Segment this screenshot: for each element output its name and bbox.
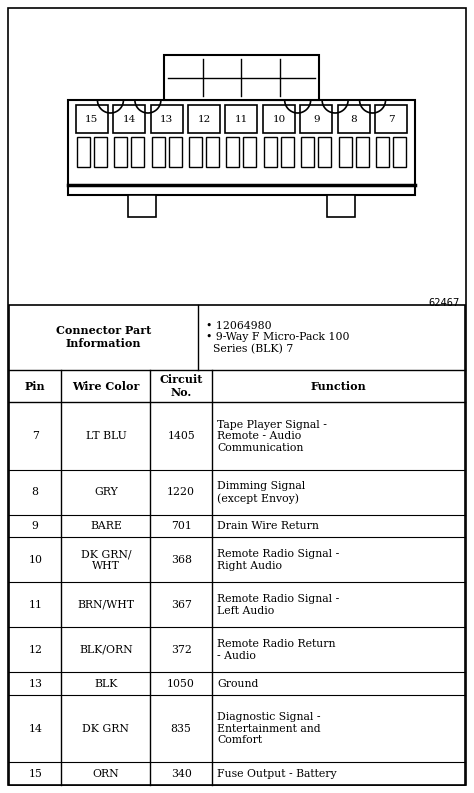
Text: 14: 14	[28, 724, 42, 734]
Text: 1405: 1405	[167, 431, 195, 441]
Bar	[281, 137, 294, 167]
Text: LT BLU: LT BLU	[85, 431, 126, 441]
Text: Function: Function	[310, 381, 366, 392]
Text: 11: 11	[235, 114, 248, 124]
Bar	[128, 195, 156, 217]
Bar	[339, 137, 352, 167]
Bar	[227, 137, 239, 167]
Bar	[375, 105, 407, 133]
Bar	[319, 137, 331, 167]
Text: Pin: Pin	[25, 381, 46, 392]
Text: Drain Wire Return: Drain Wire Return	[217, 521, 319, 531]
Text: 11: 11	[28, 600, 42, 610]
Text: BLK/ORN: BLK/ORN	[79, 645, 133, 655]
Bar	[301, 137, 314, 167]
Text: Fuse Output - Battery: Fuse Output - Battery	[217, 768, 337, 779]
Text: 368: 368	[171, 555, 191, 565]
Bar	[327, 195, 355, 217]
Text: DK GRN: DK GRN	[82, 724, 129, 734]
Text: 10: 10	[273, 114, 285, 124]
Text: 701: 701	[171, 521, 191, 531]
Bar	[188, 105, 220, 133]
Text: BRN/WHT: BRN/WHT	[77, 600, 135, 610]
Text: Remote Radio Signal -
Left Audio: Remote Radio Signal - Left Audio	[217, 594, 339, 616]
Text: 9: 9	[313, 114, 319, 124]
Text: DK GRN/
WHT: DK GRN/ WHT	[81, 550, 131, 571]
Text: 340: 340	[171, 768, 191, 779]
Text: 1050: 1050	[167, 679, 195, 689]
Bar	[164, 55, 319, 100]
Text: Circuit
No.: Circuit No.	[159, 374, 203, 398]
Bar	[114, 137, 127, 167]
Text: 15: 15	[28, 768, 42, 779]
Text: Connector Part
Information: Connector Part Information	[56, 325, 151, 349]
Bar	[169, 137, 182, 167]
Text: 13: 13	[160, 114, 173, 124]
Text: 7: 7	[388, 114, 394, 124]
Bar	[9, 305, 465, 785]
Text: BARE: BARE	[90, 521, 122, 531]
Bar	[393, 137, 406, 167]
Bar	[263, 105, 295, 133]
Text: 15: 15	[85, 114, 98, 124]
Bar	[151, 105, 182, 133]
Bar	[338, 105, 370, 133]
Bar	[94, 137, 107, 167]
Text: 14: 14	[123, 114, 136, 124]
Text: ORN: ORN	[92, 768, 119, 779]
Text: 1220: 1220	[167, 488, 195, 497]
Text: GRY: GRY	[94, 488, 118, 497]
Text: 62467: 62467	[429, 298, 460, 308]
Bar	[356, 137, 369, 167]
Bar	[189, 137, 202, 167]
Text: 7: 7	[32, 431, 39, 441]
Bar	[376, 137, 389, 167]
Bar	[244, 137, 256, 167]
Bar	[264, 137, 277, 167]
Text: Dimming Signal
(except Envoy): Dimming Signal (except Envoy)	[217, 481, 305, 504]
Bar	[68, 100, 415, 195]
Bar	[152, 137, 164, 167]
Text: Remote Radio Return
- Audio: Remote Radio Return - Audio	[217, 639, 336, 661]
Bar	[77, 137, 90, 167]
Text: 367: 367	[171, 600, 191, 610]
Text: 8: 8	[32, 488, 39, 497]
Bar	[131, 137, 144, 167]
Bar	[301, 105, 332, 133]
Text: Tape Player Signal -
Remote - Audio
Communication: Tape Player Signal - Remote - Audio Comm…	[217, 419, 327, 453]
Bar	[113, 105, 145, 133]
Text: 12: 12	[28, 645, 42, 655]
Text: 13: 13	[28, 679, 42, 689]
Text: Diagnostic Signal -
Entertainment and
Comfort: Diagnostic Signal - Entertainment and Co…	[217, 712, 320, 745]
Text: 8: 8	[350, 114, 357, 124]
Text: • 12064980
• 9-Way F Micro-Pack 100
  Series (BLK) 7: • 12064980 • 9-Way F Micro-Pack 100 Seri…	[206, 320, 350, 354]
Text: Ground: Ground	[217, 679, 258, 689]
Text: 835: 835	[171, 724, 191, 734]
Text: 10: 10	[28, 555, 42, 565]
Text: 9: 9	[32, 521, 39, 531]
Bar	[76, 105, 108, 133]
Text: Wire Color: Wire Color	[72, 381, 139, 392]
Text: 12: 12	[198, 114, 210, 124]
Text: BLK: BLK	[94, 679, 118, 689]
Bar	[226, 105, 257, 133]
Bar	[206, 137, 219, 167]
Text: 372: 372	[171, 645, 191, 655]
Text: Remote Radio Signal -
Right Audio: Remote Radio Signal - Right Audio	[217, 550, 339, 571]
